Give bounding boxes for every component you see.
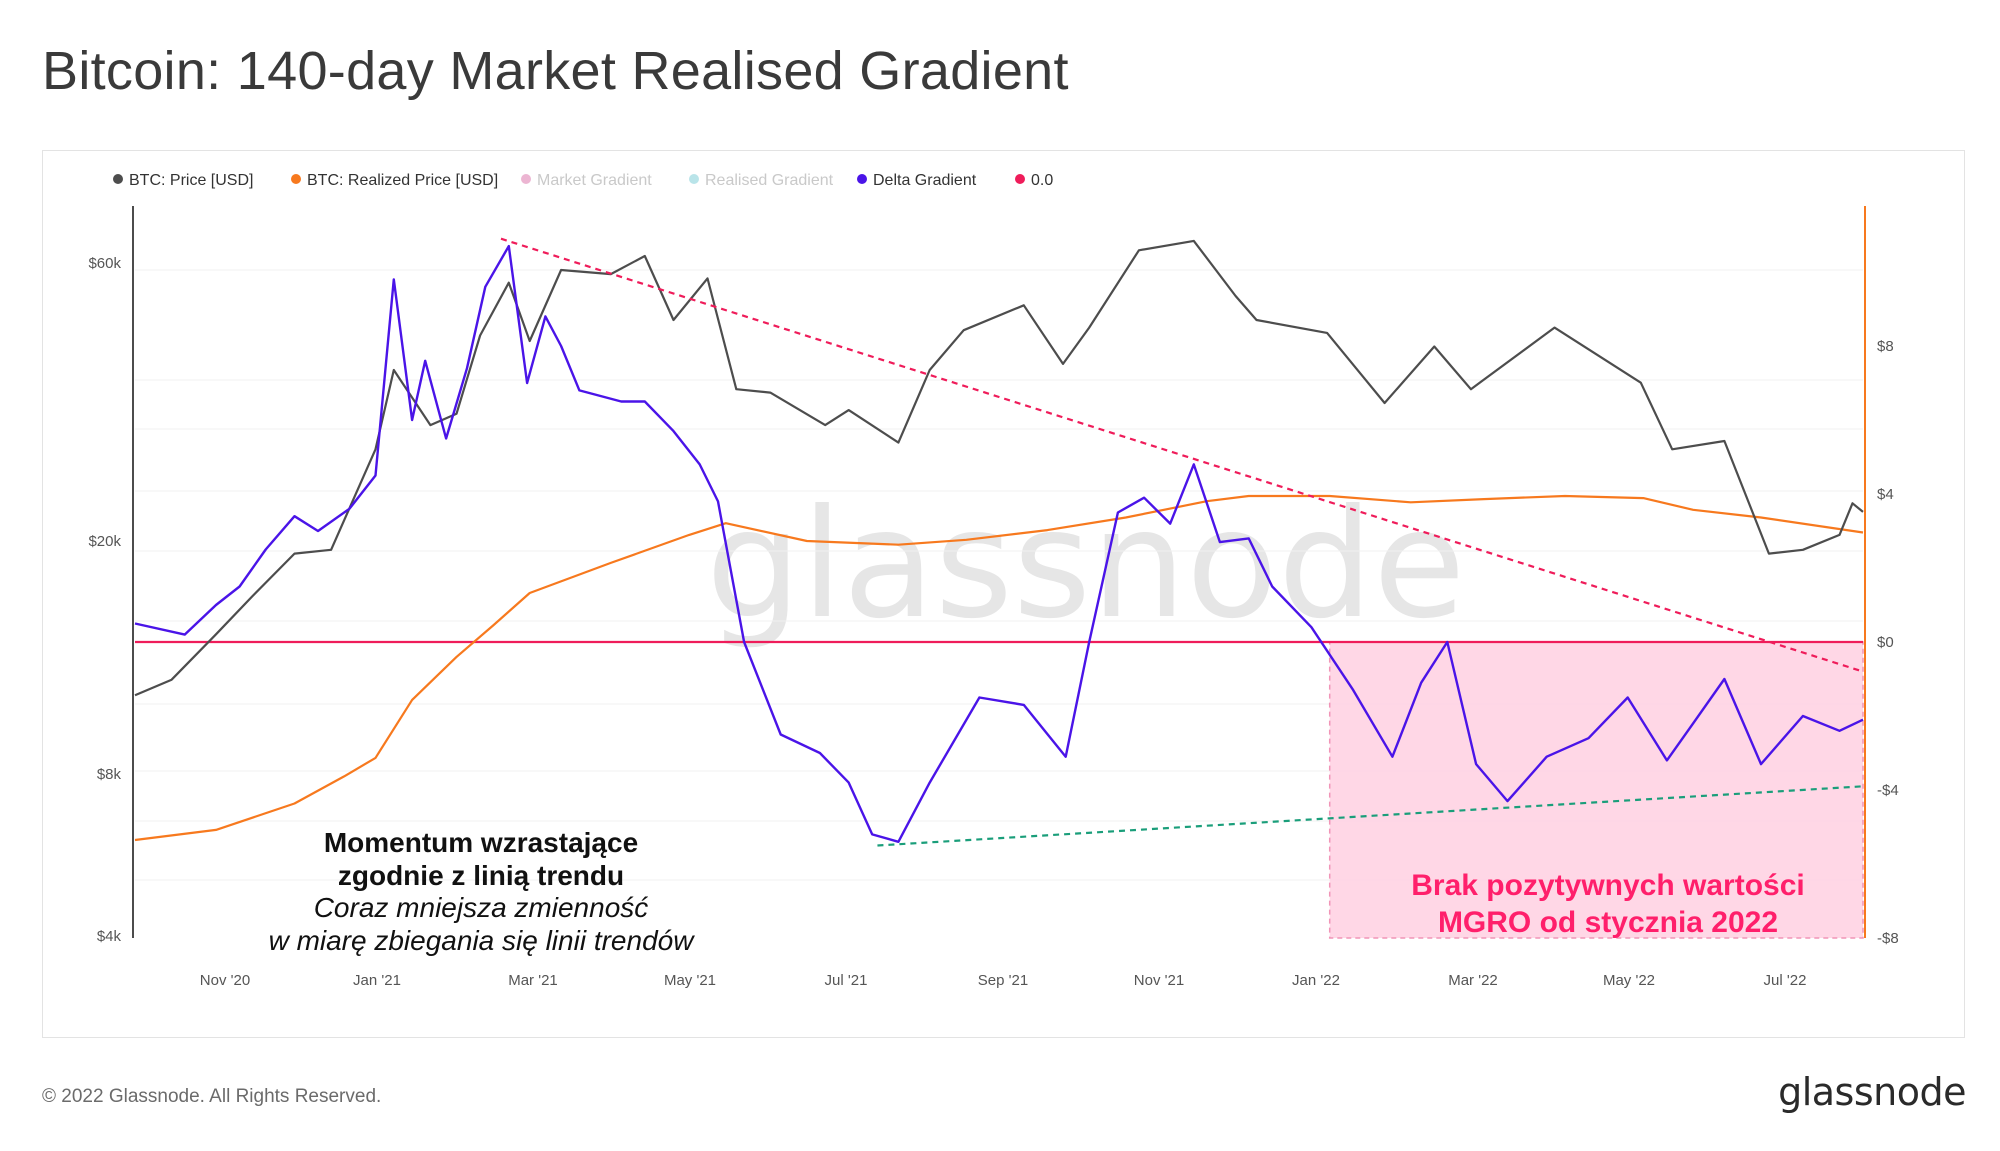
glassnode-logo: glassnode	[1778, 1070, 1966, 1114]
y-left-tick-label: $8k	[97, 766, 122, 783]
x-tick-label: Mar '22	[1448, 972, 1498, 989]
left-annotation: Momentum wzrastające zgodnie z linią tre…	[269, 827, 696, 956]
y-left-tick-label: $4k	[97, 928, 122, 945]
legend-marker	[521, 174, 531, 184]
legend-label: Market Gradient	[537, 172, 652, 189]
y-right-tick-label: -$4	[1877, 782, 1899, 799]
legend-label: BTC: Price [USD]	[129, 172, 253, 189]
annotation-italic-line-2: w miarę zbiegania się linii trendów	[269, 925, 696, 956]
chart-title: Bitcoin: 140-day Market Realised Gradien…	[42, 41, 1069, 101]
x-tick-label: Nov '21	[1134, 972, 1184, 989]
legend-label: BTC: Realized Price [USD]	[307, 172, 498, 189]
y-right-tick-label: -$8	[1877, 930, 1899, 947]
y-left-tick-label: $20k	[88, 533, 121, 550]
right-annotation: Brak pozytywnych wartości MGRO od styczn…	[1411, 869, 1804, 939]
btc-price-line	[134, 239, 1864, 697]
y-right-tick-label: $0	[1877, 634, 1894, 651]
x-tick-label: Jul '22	[1764, 972, 1807, 989]
legend-marker	[857, 174, 867, 184]
trendlines	[500, 237, 1864, 847]
x-tick-label: Jan '22	[1292, 972, 1340, 989]
trendline-top	[500, 237, 1864, 673]
series-layer	[134, 239, 1864, 843]
y-left-tick-label: $60k	[88, 255, 121, 272]
chart-frame: BTC: Price [USD] BTC: Realized Price [USD…	[42, 150, 1965, 1038]
legend-label: Realised Gradient	[705, 172, 834, 189]
legend: BTC: Price [USD] BTC: Realized Price [USD…	[113, 172, 1053, 189]
watermark: glassnode	[706, 478, 1465, 652]
axis-ticks: Nov '20 Jan '21 Mar '21 May '21 Jul '21 Sep '…	[88, 255, 1898, 989]
legend-marker	[113, 174, 123, 184]
annotation-italic-line-1: Coraz mniejsza zmienność	[314, 892, 649, 923]
annotation-pink-line-2: MGRO od stycznia 2022	[1438, 906, 1778, 939]
legend-label: 0.0	[1031, 172, 1053, 189]
x-tick-label: Mar '21	[508, 972, 558, 989]
legend-marker	[689, 174, 699, 184]
legend-marker	[1015, 174, 1025, 184]
x-tick-label: Jul '21	[825, 972, 868, 989]
realized-price-line	[134, 494, 1864, 842]
annotation-bold-line-2: zgodnie z linią trendu	[338, 860, 624, 891]
footer-copyright: © 2022 Glassnode. All Rights Reserved.	[42, 1086, 382, 1107]
y-right-tick-label: $4	[1877, 486, 1894, 503]
chart-svg: BTC: Price [USD] BTC: Realized Price [USD…	[88, 172, 1898, 989]
annotation-bold-line-1: Momentum wzrastające	[324, 827, 638, 858]
legend-label: Delta Gradient	[873, 172, 977, 189]
annotation-pink-line-1: Brak pozytywnych wartości	[1411, 869, 1804, 902]
x-tick-label: Sep '21	[978, 972, 1028, 989]
legend-marker	[291, 174, 301, 184]
y-right-tick-label: $8	[1877, 338, 1894, 355]
x-tick-label: May '22	[1603, 972, 1655, 989]
x-tick-label: Nov '20	[200, 972, 250, 989]
x-tick-label: Jan '21	[353, 972, 401, 989]
delta-gradient-line	[134, 244, 1864, 843]
x-tick-label: May '21	[664, 972, 716, 989]
